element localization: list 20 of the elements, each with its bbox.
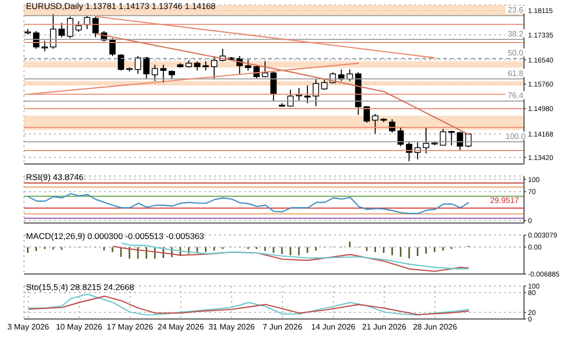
x-tick-label: 7 Jun 2026	[262, 322, 303, 332]
x-tick-label: 17 May 2026	[106, 322, 154, 332]
x-tick-label: 24 May 2026	[158, 322, 204, 332]
annotation: 50.0	[508, 48, 524, 58]
x-tick-label: 10 May 2026	[56, 322, 103, 332]
ref-line-label: 29.9517	[490, 196, 520, 206]
chart-title: EURUSD,Daily 1.13781 1.14173 1.13746 1.14168	[26, 1, 216, 11]
x-tick-label: 28 Jun 2026	[412, 322, 458, 332]
annotation: 76.4	[508, 91, 524, 100]
annotation: 38.2	[508, 29, 524, 38]
x-tick-label: 14 Jun 2026	[311, 322, 356, 332]
chart-title: Sto(15,5,4) 28.8215 24.2668	[26, 282, 134, 292]
annotation: 100.0	[506, 132, 526, 141]
x-tick-label: 31 May 2026	[208, 322, 256, 332]
x-tick-label: 21 Jun 2026	[362, 322, 407, 332]
annotation: 61.8	[508, 68, 524, 78]
chart-title: MACD(12,26,9) 0.000300 -0.005513 -0.005363	[26, 231, 204, 241]
chart-title: RSI(9) 43.8746	[26, 172, 84, 182]
x-tick-label: 3 May 2026	[7, 322, 50, 332]
annotation: 23.6	[508, 6, 524, 15]
